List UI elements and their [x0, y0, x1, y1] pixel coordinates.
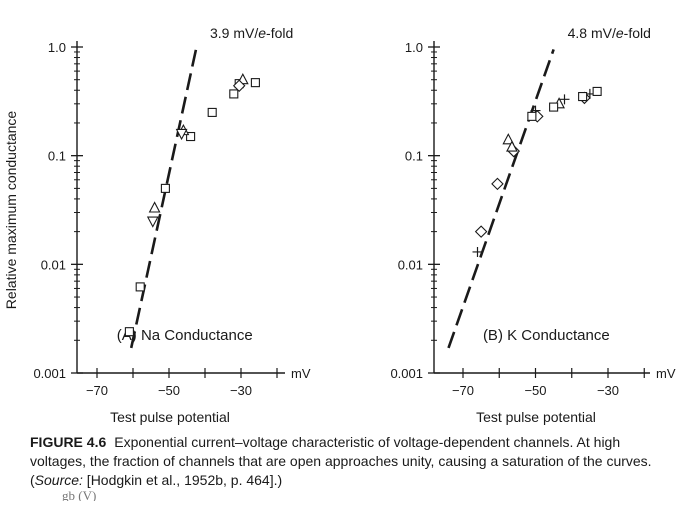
panel-a-y-tick-label: 1.0	[48, 40, 66, 55]
panel-a-marker-diamond	[232, 79, 246, 93]
panel-a: Test pulse potential 1.0 0.1 0.01 0.001 −70 −…	[33, 25, 310, 425]
panel-b-fit-line	[447, 48, 555, 349]
panel-a-x-tick-label: −30	[230, 383, 252, 398]
figure-area: Relative maximum conductance Test pulse …	[3, 25, 676, 425]
panel-a-y-tick-label: 0.1	[48, 149, 66, 164]
panel-b-marker-diamond	[474, 225, 488, 238]
panel-b-marker-diamond	[491, 177, 504, 191]
panel-a-marker-square	[186, 131, 196, 142]
panel-b-y-tick-label: 0.001	[390, 366, 423, 381]
panel-a-y-tick-label: 0.001	[33, 366, 66, 381]
caption-source-label: Source:	[34, 472, 83, 488]
panel-b-marker-square	[592, 86, 602, 96]
panel-b-y-tick-label: 0.1	[405, 149, 423, 164]
panel-a-marker-square	[229, 89, 239, 99]
panel-a-marker-square	[160, 183, 170, 193]
panel-b-x-unit-label: mV	[656, 366, 676, 381]
panel-a-marker-square	[124, 327, 134, 337]
panel-a-x-axis-label: Test pulse potential	[110, 409, 230, 425]
panel-a-panel-label: (A) Na Conductance	[117, 327, 253, 344]
panel-b-x-tick-label: −70	[452, 383, 474, 398]
panel-b-x-tick-label: −50	[524, 383, 546, 398]
panel-a-y-tick-label: 0.01	[41, 257, 66, 272]
caption-source-text: [Hodgkin et al., 1952b, p. 464].)	[82, 472, 283, 488]
y-axis-label: Relative maximum conductance	[3, 111, 19, 310]
panel-a-fit-line	[129, 49, 198, 349]
panel-a-x-tick-label: −50	[158, 383, 180, 398]
panel-a-marker-triangle-down	[175, 128, 188, 141]
panel-b-y-tick-label: 0.01	[398, 257, 423, 272]
stray-text-fragment: gb (V)	[62, 489, 97, 501]
panel-a-marker-triangle-down	[146, 216, 159, 228]
panel-b-marker-square	[578, 91, 588, 102]
panel-a-fit-label: 3.9 mV/e-fold	[210, 25, 293, 41]
caption-figure-label: FIGURE 4.6	[30, 434, 107, 450]
panel-b-marker-square	[527, 111, 537, 121]
panel-a-marker-triangle-up	[148, 201, 161, 213]
panel-b-fit-label: 4.8 mV/e-fold	[568, 25, 651, 41]
panel-a-marker-square	[207, 107, 217, 117]
panel-b-marker-square	[549, 102, 559, 112]
panel-a-x-unit-label: mV	[291, 366, 311, 381]
panel-b-marker-triangle-up	[502, 133, 515, 145]
panel-a-marker-square	[250, 78, 260, 88]
panel-b-marker-plus	[559, 94, 570, 105]
panel-a-x-tick-label: −70	[86, 383, 108, 398]
chart-svg: Relative maximum conductance Test pulse …	[3, 25, 676, 425]
panel-b-x-tick-label: −30	[597, 383, 619, 398]
panel-b-y-tick-label: 1.0	[405, 40, 423, 55]
panel-b-marker-triangle-up	[506, 140, 518, 152]
panel-b: Test pulse potential 1.0 0.1 0.01 0.001 −70 −…	[390, 25, 675, 425]
figure-caption: FIGURE 4.6 Exponential current–voltage ch…	[30, 433, 660, 490]
panel-b-panel-label: (B) K Conductance	[483, 327, 610, 344]
panel-a-marker-square	[135, 282, 145, 292]
panel-b-x-axis-label: Test pulse potential	[476, 409, 596, 425]
panel-b-marker-plus	[472, 246, 483, 257]
caption-text: Exponential current–voltage characterist…	[30, 434, 652, 488]
